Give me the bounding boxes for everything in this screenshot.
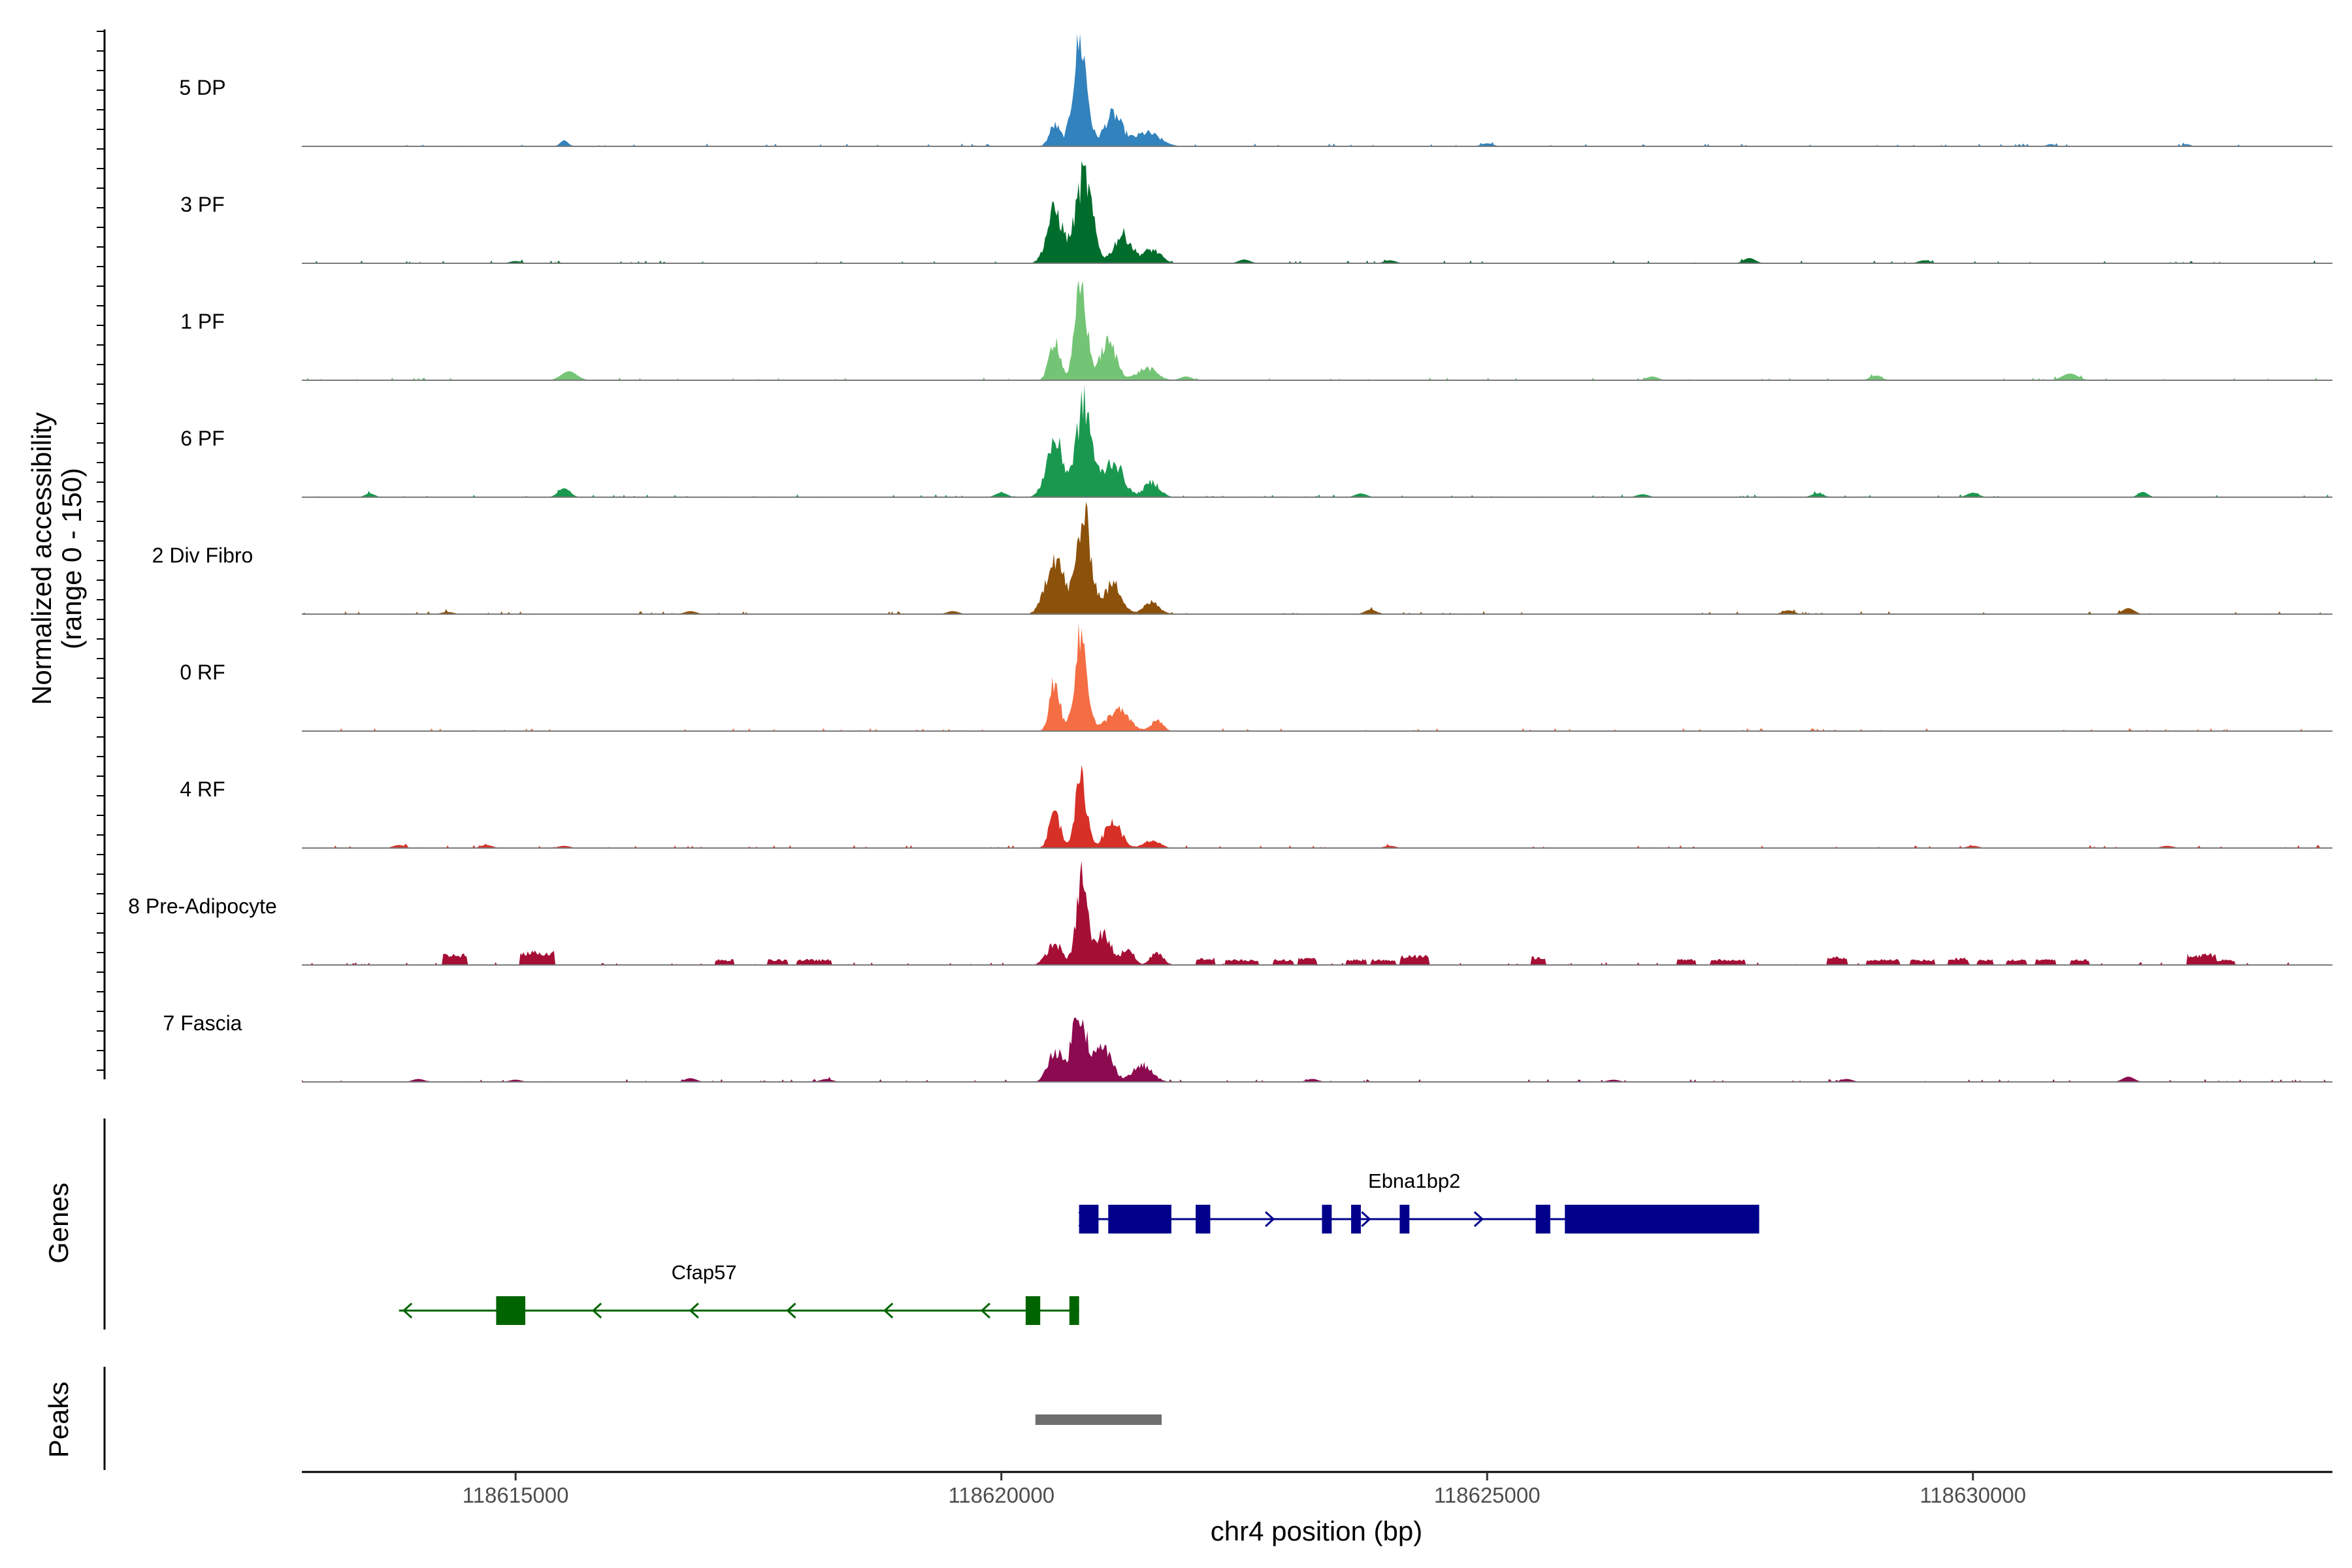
gene-exon bbox=[1079, 1205, 1099, 1233]
strand-arrow bbox=[1078, 1211, 1088, 1228]
track-label: 0 RF bbox=[180, 661, 225, 684]
track-label: 7 Fascia bbox=[163, 1011, 242, 1035]
strand-arrow bbox=[1473, 1211, 1484, 1228]
gene-ebna1bp2: Ebna1bp2 bbox=[1078, 1169, 1759, 1233]
gene-label: Ebna1bp2 bbox=[1368, 1169, 1460, 1192]
x-axis-title: chr4 position (bp) bbox=[1211, 1516, 1423, 1546]
gene-exon bbox=[1535, 1205, 1550, 1233]
strand-arrow bbox=[591, 1302, 602, 1319]
y-axis-title: Normalized accessibility bbox=[26, 412, 57, 705]
gene-exon bbox=[1025, 1296, 1041, 1325]
strand-arrow bbox=[786, 1302, 796, 1319]
track-label: 2 Div Fibro bbox=[152, 544, 253, 567]
strand-arrow bbox=[883, 1302, 894, 1319]
track-2-div-fibro: 2 Div Fibro bbox=[152, 502, 2332, 615]
track-4-rf: 4 RF bbox=[180, 765, 2332, 849]
coverage-y-ticks bbox=[97, 31, 105, 1071]
track-1-pf: 1 PF bbox=[180, 280, 2332, 381]
track-5-dp: 5 DP bbox=[179, 34, 2332, 147]
track-6-pf: 6 PF bbox=[180, 385, 2332, 498]
track-label: 5 DP bbox=[179, 76, 225, 99]
x-axis-ticks: 118615000 118620000 118625000 118630000 bbox=[463, 1472, 2026, 1507]
track-label: 3 PF bbox=[180, 193, 225, 216]
track-label: 4 RF bbox=[180, 777, 225, 801]
strand-arrow bbox=[1361, 1211, 1371, 1228]
genes-panel-label: Genes bbox=[43, 1183, 74, 1264]
gene-exon bbox=[1322, 1205, 1332, 1233]
track-7-fascia: 7 Fascia bbox=[163, 1011, 2332, 1083]
strand-arrow bbox=[689, 1302, 699, 1319]
peaks-panel-label: Peaks bbox=[43, 1382, 74, 1458]
gene-exon bbox=[1399, 1205, 1410, 1233]
y-axis-subtitle: (range 0 - 150) bbox=[56, 468, 87, 649]
track-label: 1 PF bbox=[180, 310, 225, 333]
track-label: 8 Pre-Adipocyte bbox=[128, 894, 277, 918]
gene-cfap57: Cfap57 bbox=[399, 1261, 1079, 1325]
peak-regions bbox=[1035, 1414, 1162, 1425]
x-tick-label: 118625000 bbox=[1434, 1483, 1541, 1507]
track-0-rf: 0 RF bbox=[180, 623, 2332, 732]
strand-arrow bbox=[402, 1302, 413, 1319]
gene-annotations: Ebna1bp2 Cfap57 bbox=[399, 1169, 1759, 1325]
gene-exon bbox=[1196, 1205, 1211, 1233]
track-3-pf: 3 PF bbox=[180, 161, 2332, 264]
x-tick-label: 118620000 bbox=[948, 1483, 1054, 1507]
x-tick-label: 118615000 bbox=[463, 1483, 569, 1507]
peak-region bbox=[1035, 1414, 1162, 1425]
strand-arrow bbox=[980, 1302, 990, 1319]
track-label: 6 PF bbox=[180, 427, 225, 450]
strand-arrow bbox=[1265, 1211, 1275, 1228]
gene-exon bbox=[1108, 1205, 1171, 1233]
gene-exon bbox=[1069, 1296, 1079, 1325]
gene-exon bbox=[496, 1296, 526, 1325]
coverage-tracks: 5 DP 3 PF 1 PF 6 PF 2 Div Fibro 0 RF 4 RF 8 Pre… bbox=[128, 34, 2332, 1083]
gene-exon bbox=[1565, 1205, 1759, 1233]
x-tick-label: 118630000 bbox=[1919, 1483, 2026, 1507]
gene-label: Cfap57 bbox=[672, 1261, 737, 1284]
gene-exon bbox=[1351, 1205, 1361, 1233]
track-8-pre-adipocyte: 8 Pre-Adipocyte bbox=[128, 860, 2332, 966]
